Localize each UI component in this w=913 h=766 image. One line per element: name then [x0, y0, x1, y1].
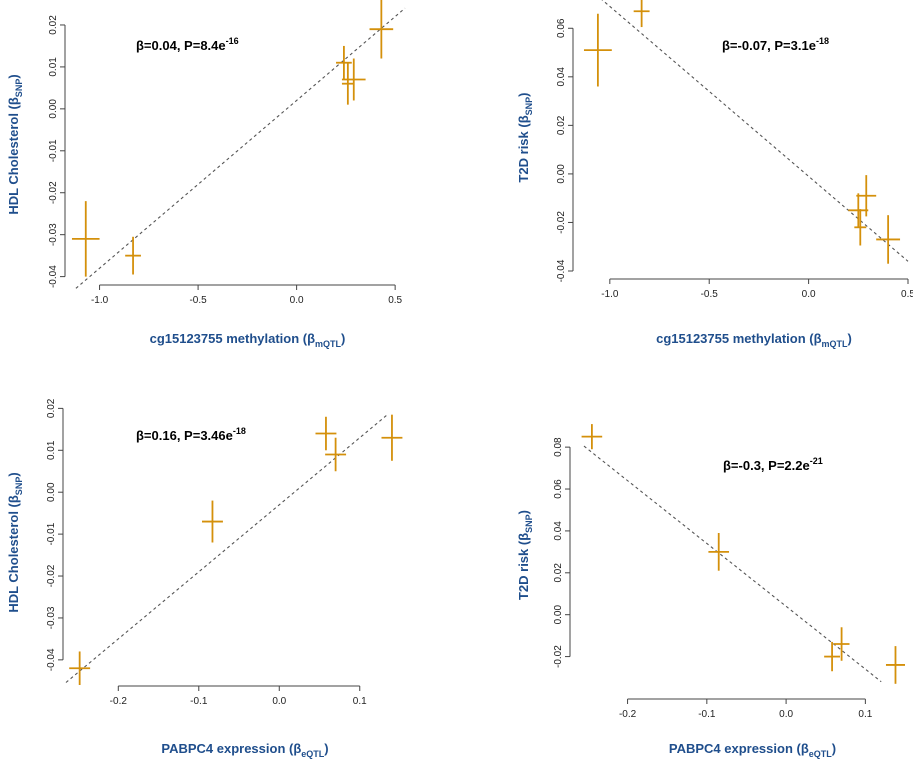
- y-tick-label: 0.00: [46, 482, 57, 502]
- y-tick-label: 0.02: [553, 563, 564, 583]
- y-tick-label: -0.04: [48, 265, 59, 288]
- x-axis-title: PABPC4 expression (βeQTL): [161, 741, 328, 759]
- fit-line: [601, 0, 909, 262]
- x-tick-label: -0.2: [110, 696, 128, 707]
- y-tick-label: 0.02: [556, 115, 567, 135]
- y-tick-label: 0.08: [553, 437, 564, 457]
- x-tick-label: -1.0: [91, 295, 109, 306]
- y-tick-label: 0.02: [46, 398, 57, 418]
- x-tick-label: 0.0: [779, 709, 793, 720]
- y-tick-label: -0.03: [48, 223, 59, 246]
- y-tick-label: 0.02: [48, 15, 59, 35]
- fit-line: [583, 445, 882, 683]
- y-tick-label: -0.01: [48, 139, 59, 162]
- x-tick-label: -0.5: [701, 289, 719, 300]
- x-tick-label: -1.0: [601, 289, 619, 300]
- data-point: [71, 201, 100, 277]
- stats-annotation: β=-0.07, P=3.1e-18: [722, 36, 829, 53]
- y-tick-label: 0.01: [46, 440, 57, 460]
- data-point: [381, 414, 403, 461]
- x-tick-label: 0.1: [353, 696, 367, 707]
- chart-panel-2: -1.0 -0.5 0.0 0.5 -0.04 -0.02 0.00 0.02 0.04 0.06…: [516, 0, 913, 349]
- chart-panel-3: -0.2 -0.1 0.0 0.1 -0.04 -0.03 -0.02 -0.01 0.00 0.…: [6, 398, 403, 759]
- data-point: [876, 215, 901, 264]
- x-axis-title: cg15123755 methylation (βmQTL): [150, 331, 346, 349]
- x-tick-label: -0.2: [619, 709, 637, 720]
- data-point: [583, 13, 612, 87]
- data-point: [848, 193, 869, 228]
- data-point: [315, 416, 337, 451]
- data-point: [69, 651, 91, 685]
- data-point: [325, 437, 347, 472]
- fit-line: [75, 7, 406, 289]
- data-point: [833, 627, 850, 661]
- x-tick-label: 0.0: [290, 295, 304, 306]
- y-tick-label: 0.00: [556, 164, 567, 184]
- data-point: [854, 209, 867, 246]
- y-axis-title: T2D risk (βSNP): [516, 510, 534, 600]
- y-tick-label: -0.04: [46, 648, 57, 671]
- data-point: [856, 175, 877, 217]
- data-point: [824, 641, 840, 672]
- data-point: [202, 500, 223, 543]
- y-tick-label: -0.02: [48, 181, 59, 204]
- y-tick-label: 0.01: [48, 57, 59, 77]
- y-tick-label: -0.02: [553, 645, 564, 668]
- data-point: [341, 58, 366, 101]
- y-tick-label: -0.04: [556, 259, 567, 282]
- y-tick-label: -0.02: [556, 211, 567, 234]
- stats-annotation: β=0.04, P=8.4e-16: [136, 36, 239, 53]
- y-tick-label: 0.06: [556, 18, 567, 38]
- x-axis-title: PABPC4 expression (βeQTL): [669, 741, 836, 759]
- x-axis-title: cg15123755 methylation (βmQTL): [656, 331, 852, 349]
- y-tick-label: -0.01: [46, 522, 57, 545]
- y-tick-label: -0.02: [46, 564, 57, 587]
- stats-annotation: β=-0.3, P=2.2e-21: [723, 456, 823, 473]
- y-axis-title: T2D risk (βSNP): [516, 92, 534, 182]
- y-axis-title: HDL Cholesterol (βSNP): [6, 472, 24, 612]
- x-tick-label: -0.1: [190, 696, 208, 707]
- x-tick-label: 0.5: [388, 295, 402, 306]
- chart-panel-4: -0.2 -0.1 0.0 0.1 -0.02 0.00 0.02 0.04 0.06 0.08 β…: [516, 424, 905, 759]
- data-point: [341, 62, 354, 105]
- y-tick-label: 0.04: [553, 521, 564, 541]
- x-tick-label: -0.5: [189, 295, 207, 306]
- data-point: [885, 646, 905, 684]
- x-tick-label: 0.1: [858, 709, 872, 720]
- y-tick-label: 0.04: [556, 67, 567, 87]
- y-tick-label: 0.00: [48, 99, 59, 119]
- fit-line: [65, 415, 387, 683]
- chart-panel-1: -1.0 -0.5 0.0 0.5 -0.04 -0.03 -0.02 -0.01 0.00 0.…: [6, 0, 406, 349]
- x-tick-label: -0.1: [698, 709, 716, 720]
- x-tick-label: 0.0: [802, 289, 816, 300]
- x-tick-label: 0.5: [901, 289, 913, 300]
- data-point: [369, 0, 394, 59]
- y-tick-label: 0.00: [553, 605, 564, 625]
- data-point: [633, 0, 650, 28]
- data-point: [125, 236, 141, 275]
- stats-annotation: β=0.16, P=3.46e-18: [136, 426, 246, 443]
- data-point: [581, 424, 603, 450]
- y-axis-title: HDL Cholesterol (βSNP): [6, 74, 24, 214]
- y-tick-label: 0.06: [553, 479, 564, 499]
- data-point: [336, 45, 352, 80]
- x-tick-label: 0.0: [272, 696, 286, 707]
- data-point: [708, 533, 730, 571]
- y-tick-label: -0.03: [46, 606, 57, 629]
